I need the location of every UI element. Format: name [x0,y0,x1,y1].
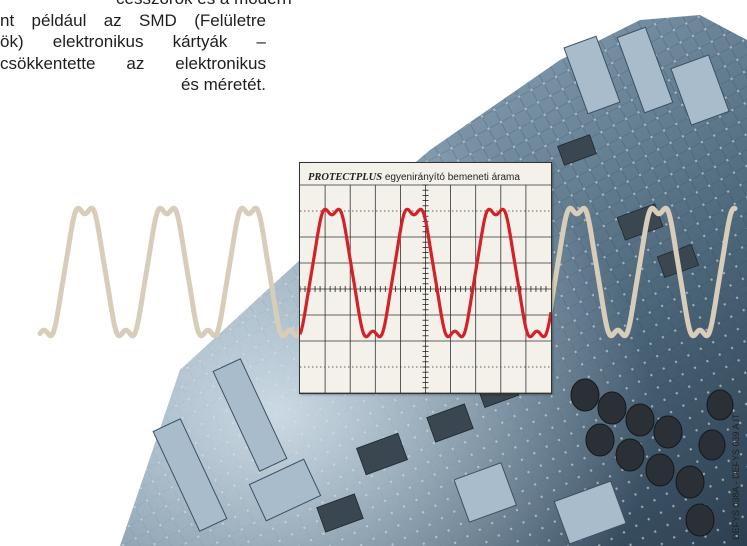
reference-code: DEFYS 038A - DEFYS 039 A IT [731,413,741,540]
scope-current-waveform [300,207,551,339]
intro-line-4: csökkentette az elektronikus [0,53,266,73]
scope-title-text: egyenirányító bemeneti árama [384,172,520,183]
intro-line-2: nt például az SMD (Felületre [0,10,266,30]
oscilloscope-grid [300,184,551,393]
intro-line-3: ök) elektronikus kártyák – [0,32,266,51]
intro-paragraph: cesszorok és a modern nt például az SMD … [0,0,292,96]
scope-title: PROTECTPLUS egyenirányító bemeneti árama [308,172,520,183]
scope-title-brand: PROTECTPLUS [308,172,383,183]
oscilloscope-screen: PROTECTPLUS egyenirányító bemeneti árama [299,162,552,394]
intro-line-1: cesszorok és a modern [116,0,292,10]
intro-line-5: és méretét. [180,75,266,94]
